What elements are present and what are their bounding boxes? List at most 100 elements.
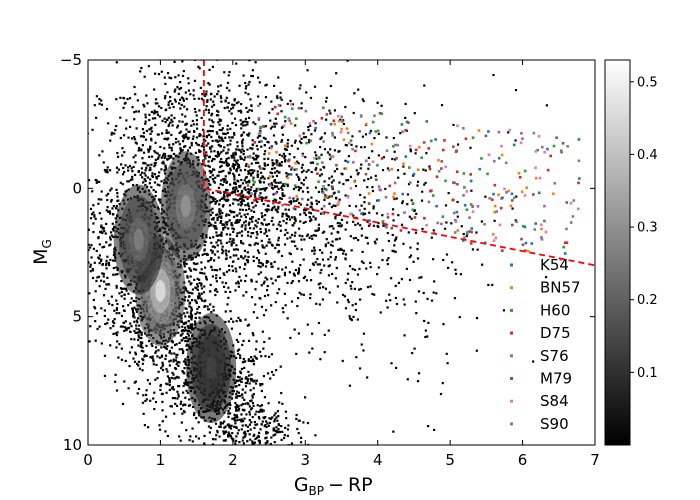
star-point — [162, 160, 165, 163]
star-point — [316, 263, 319, 266]
star-point — [244, 279, 247, 283]
star-point — [238, 394, 241, 398]
star-point — [240, 133, 244, 136]
star-point — [268, 229, 271, 232]
star-point — [287, 173, 290, 176]
star-point — [238, 418, 242, 421]
star-point — [182, 322, 185, 325]
star-point — [374, 174, 377, 177]
star-point — [304, 220, 307, 224]
star-point — [439, 392, 443, 396]
star-point — [197, 421, 200, 424]
star-point — [299, 263, 302, 267]
star-point — [211, 177, 215, 181]
star-point — [244, 156, 247, 159]
star-point — [239, 169, 242, 172]
star-point — [246, 197, 249, 200]
star-point — [203, 155, 206, 158]
series-point-S76 — [277, 104, 281, 107]
star-point — [404, 102, 407, 106]
star-point — [393, 244, 396, 247]
star-point — [181, 113, 184, 116]
star-point — [272, 134, 276, 137]
star-point — [284, 426, 287, 430]
star-point — [58, 202, 60, 204]
star-point — [57, 303, 59, 305]
star-point — [286, 434, 289, 437]
star-point — [287, 445, 289, 447]
star-point — [154, 351, 157, 354]
star-point — [200, 116, 203, 120]
star-point — [134, 308, 138, 311]
star-point — [284, 155, 287, 158]
star-point — [340, 218, 344, 222]
star-point — [237, 282, 240, 285]
series-point-S90 — [259, 131, 262, 134]
star-point — [265, 234, 269, 237]
star-point — [112, 229, 115, 232]
star-point — [282, 219, 285, 223]
star-point — [135, 324, 138, 327]
star-point — [344, 105, 347, 109]
star-point — [357, 172, 360, 175]
star-point — [228, 219, 231, 222]
star-point — [240, 380, 243, 383]
star-point — [334, 215, 337, 218]
star-point — [277, 187, 280, 190]
star-point — [187, 295, 191, 298]
star-point — [209, 283, 212, 287]
star-point — [265, 436, 268, 439]
star-point — [279, 197, 282, 200]
star-point — [353, 92, 356, 95]
star-point — [230, 424, 233, 427]
star-point — [290, 281, 293, 285]
star-point — [237, 340, 240, 343]
star-point — [342, 252, 345, 255]
star-point — [153, 162, 156, 165]
star-point — [240, 404, 243, 407]
star-point — [318, 263, 321, 266]
star-point — [363, 201, 366, 204]
star-point — [270, 353, 274, 356]
star-point — [141, 33, 143, 35]
series-point-K54 — [401, 192, 405, 196]
star-point — [180, 103, 183, 107]
star-point — [137, 336, 140, 339]
star-point — [153, 109, 156, 112]
series-point-H60 — [429, 139, 433, 143]
star-point — [271, 125, 274, 128]
star-point — [217, 154, 220, 157]
star-point — [255, 379, 259, 382]
star-point — [122, 134, 126, 137]
star-point — [359, 193, 362, 197]
star-point — [112, 332, 115, 335]
star-point — [339, 225, 342, 228]
star-point — [402, 165, 405, 168]
star-point — [220, 179, 223, 182]
star-point — [231, 202, 235, 205]
star-point — [106, 276, 109, 279]
star-point — [168, 381, 171, 384]
star-point — [347, 155, 351, 158]
star-point — [211, 250, 214, 253]
star-point — [218, 210, 221, 213]
star-point — [235, 409, 238, 412]
star-point — [147, 426, 150, 429]
star-point — [195, 119, 199, 122]
star-point — [216, 200, 219, 203]
star-point — [266, 441, 269, 444]
star-point — [162, 152, 166, 155]
star-point — [214, 288, 218, 291]
star-point — [272, 427, 276, 430]
star-point — [141, 341, 144, 344]
star-point — [172, 373, 175, 376]
star-point — [200, 97, 203, 100]
star-point — [180, 150, 183, 153]
star-point — [142, 42, 144, 44]
star-point — [260, 284, 263, 287]
star-point — [351, 135, 354, 138]
star-point — [156, 183, 159, 186]
star-point — [200, 299, 204, 302]
star-point — [323, 230, 326, 233]
star-point — [116, 273, 119, 276]
